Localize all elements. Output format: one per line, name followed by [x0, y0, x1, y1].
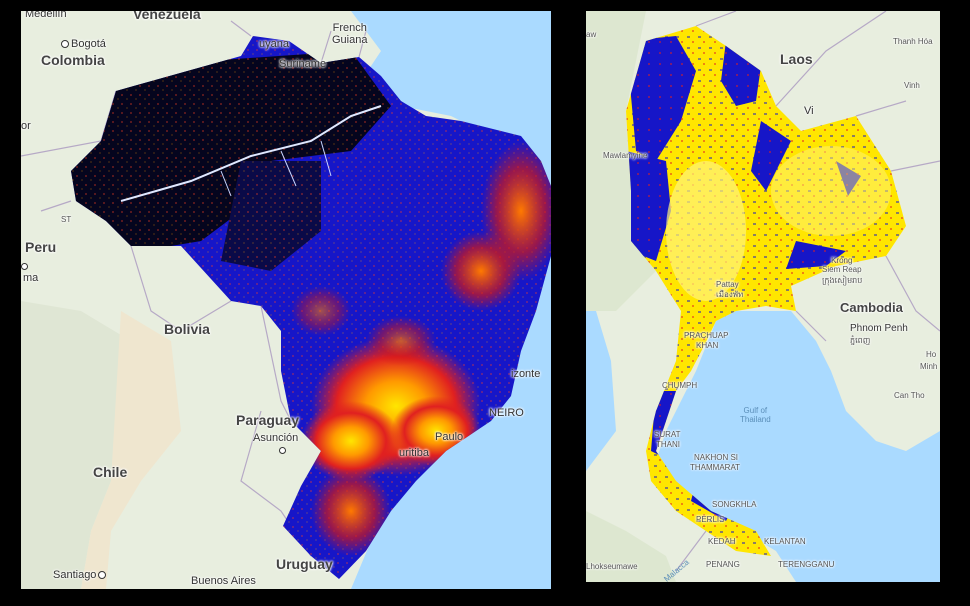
label-bolivia: Bolivia — [164, 321, 210, 337]
label-suriname: Suriname — [279, 58, 327, 70]
label-rio-de-janeiro: NEIRO — [489, 407, 524, 419]
label-uruguay: Uruguay — [276, 556, 333, 572]
brazil-map-canvas — [21, 11, 551, 589]
label-st: ST — [61, 215, 72, 224]
label-gulf-of-thailand: Gulf of Thailand — [740, 406, 771, 424]
city-dot-icon — [21, 263, 28, 270]
label-surat: SURAT — [654, 430, 681, 439]
label-santiago: Santiago — [53, 570, 108, 581]
map-panel-thailand[interactable]: aw Thanh Hóa Laos Vinh Vi Mawlamyine Pat… — [586, 11, 940, 582]
label-lhokseumawe: Lhokseumawe — [586, 562, 638, 571]
label-kedah: KEDAH — [708, 537, 736, 546]
label-songkhla: SONGKHLA — [712, 500, 757, 509]
label-medellin: Medellín — [25, 11, 67, 20]
label-vi: Vi — [804, 105, 814, 117]
label-colombia: Colombia — [41, 52, 105, 68]
label-asuncion: Asunción — [253, 432, 299, 444]
label-thani: THANI — [656, 440, 680, 449]
label-nakhon: NAKHON SI — [694, 453, 739, 462]
label-thanh-hoa: Thanh Hóa — [893, 37, 933, 46]
label-phnom-penh-km: ភ្នំពេញ — [850, 336, 871, 345]
label-buenos-aires: Buenos Aires — [191, 575, 256, 587]
label-mawlamyine: Mawlamyine — [603, 151, 648, 160]
label-chile: Chile — [93, 464, 128, 480]
label-vinh: Vinh — [904, 81, 920, 90]
label-krong-siem-reap: Krong Siem Reap — [822, 256, 862, 274]
map-panel-brazil[interactable]: Medellín Venezuela Bogotá Colombia uyana… — [21, 11, 551, 589]
label-thammarat: THAMMARAT — [690, 463, 741, 472]
label-kelantan: KELANTAN — [764, 537, 806, 546]
label-pattaya-th: เมืองพัท — [716, 290, 744, 299]
label-terengganu: TERENGGANU — [778, 560, 835, 569]
label-minh: Minh — [920, 362, 938, 371]
label-siem-reap-km: ក្រុងសៀមរាប — [822, 276, 863, 285]
label-peru: Peru — [25, 239, 57, 255]
label-pattaya: Pattay — [716, 280, 739, 289]
label-french-guiana: French Guiana — [332, 22, 368, 46]
label-laos: Laos — [780, 51, 813, 67]
city-dot-icon — [279, 447, 286, 454]
label-guyana: uyana — [259, 38, 289, 50]
label-or: or — [21, 120, 31, 132]
thailand-map-canvas — [586, 11, 940, 582]
label-penang: PENANG — [706, 560, 740, 569]
label-chumphon: CHUMPH — [662, 381, 698, 390]
label-prachuap: PRACHUAP — [684, 331, 729, 340]
label-lima: ma — [23, 272, 39, 284]
label-cambodia: Cambodia — [840, 300, 903, 315]
label-paraguay: Paraguay — [236, 412, 300, 428]
label-belo-horizonte: izonte — [511, 368, 541, 380]
label-can-tho: Can Tho — [894, 391, 925, 400]
label-ho: Ho — [926, 350, 937, 359]
city-dot-icon — [98, 571, 107, 580]
label-sao-paulo: Paulo — [435, 431, 464, 443]
label-phnom-penh: Phnom Penh — [850, 323, 908, 334]
label-aw: aw — [586, 30, 597, 39]
label-curitiba: uritiba — [399, 447, 429, 459]
label-khan: KHAN — [696, 341, 719, 350]
city-dot-icon — [61, 40, 69, 49]
label-bogota: Bogotá — [61, 39, 106, 50]
label-perlis: PERLIS — [696, 515, 725, 524]
label-venezuela: Venezuela — [133, 11, 201, 22]
